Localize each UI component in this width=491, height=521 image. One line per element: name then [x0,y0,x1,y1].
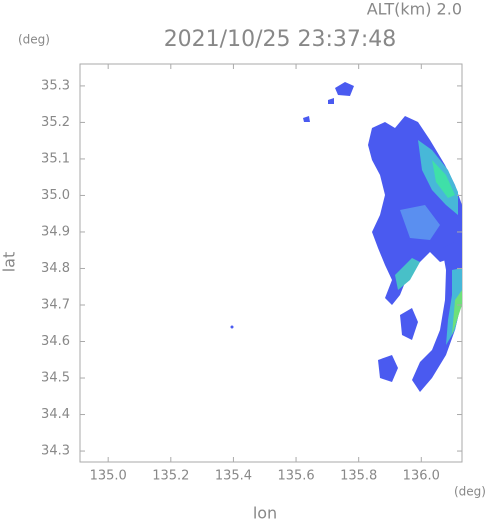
x-axis-label: lon [253,504,277,521]
radar-echo [230,82,462,392]
x-tick-label: 135.6 [277,469,314,484]
y-tick-label: 34.8 [41,261,70,276]
y-tick-label: 34.7 [41,297,70,312]
y-axis-label: lat [0,252,19,273]
y-tick-label: 35.3 [41,78,70,93]
y-tick-label: 35.0 [41,188,70,203]
y-tick-label: 34.6 [41,334,70,349]
y-tick-label: 34.3 [41,444,70,459]
y-tick-label: 35.1 [41,151,70,166]
x-tick-label: 136.0 [403,469,440,484]
y-tick-label: 34.5 [41,371,70,386]
x-unit: (deg) [454,485,486,499]
x-tick-label: 135.4 [215,469,252,484]
chart-title: 2021/10/25 23:37:48 [164,27,397,52]
x-tick-label: 135.2 [152,469,189,484]
x-tick-label: 135.0 [90,469,127,484]
y-tick-label: 34.9 [41,224,70,239]
y-unit: (deg) [18,33,50,47]
y-tick-label: 34.4 [41,407,70,422]
altitude-label: ALT(km) 2.0 [367,0,462,19]
y-tick-label: 35.2 [41,115,70,130]
x-tick-label: 135.8 [340,469,377,484]
